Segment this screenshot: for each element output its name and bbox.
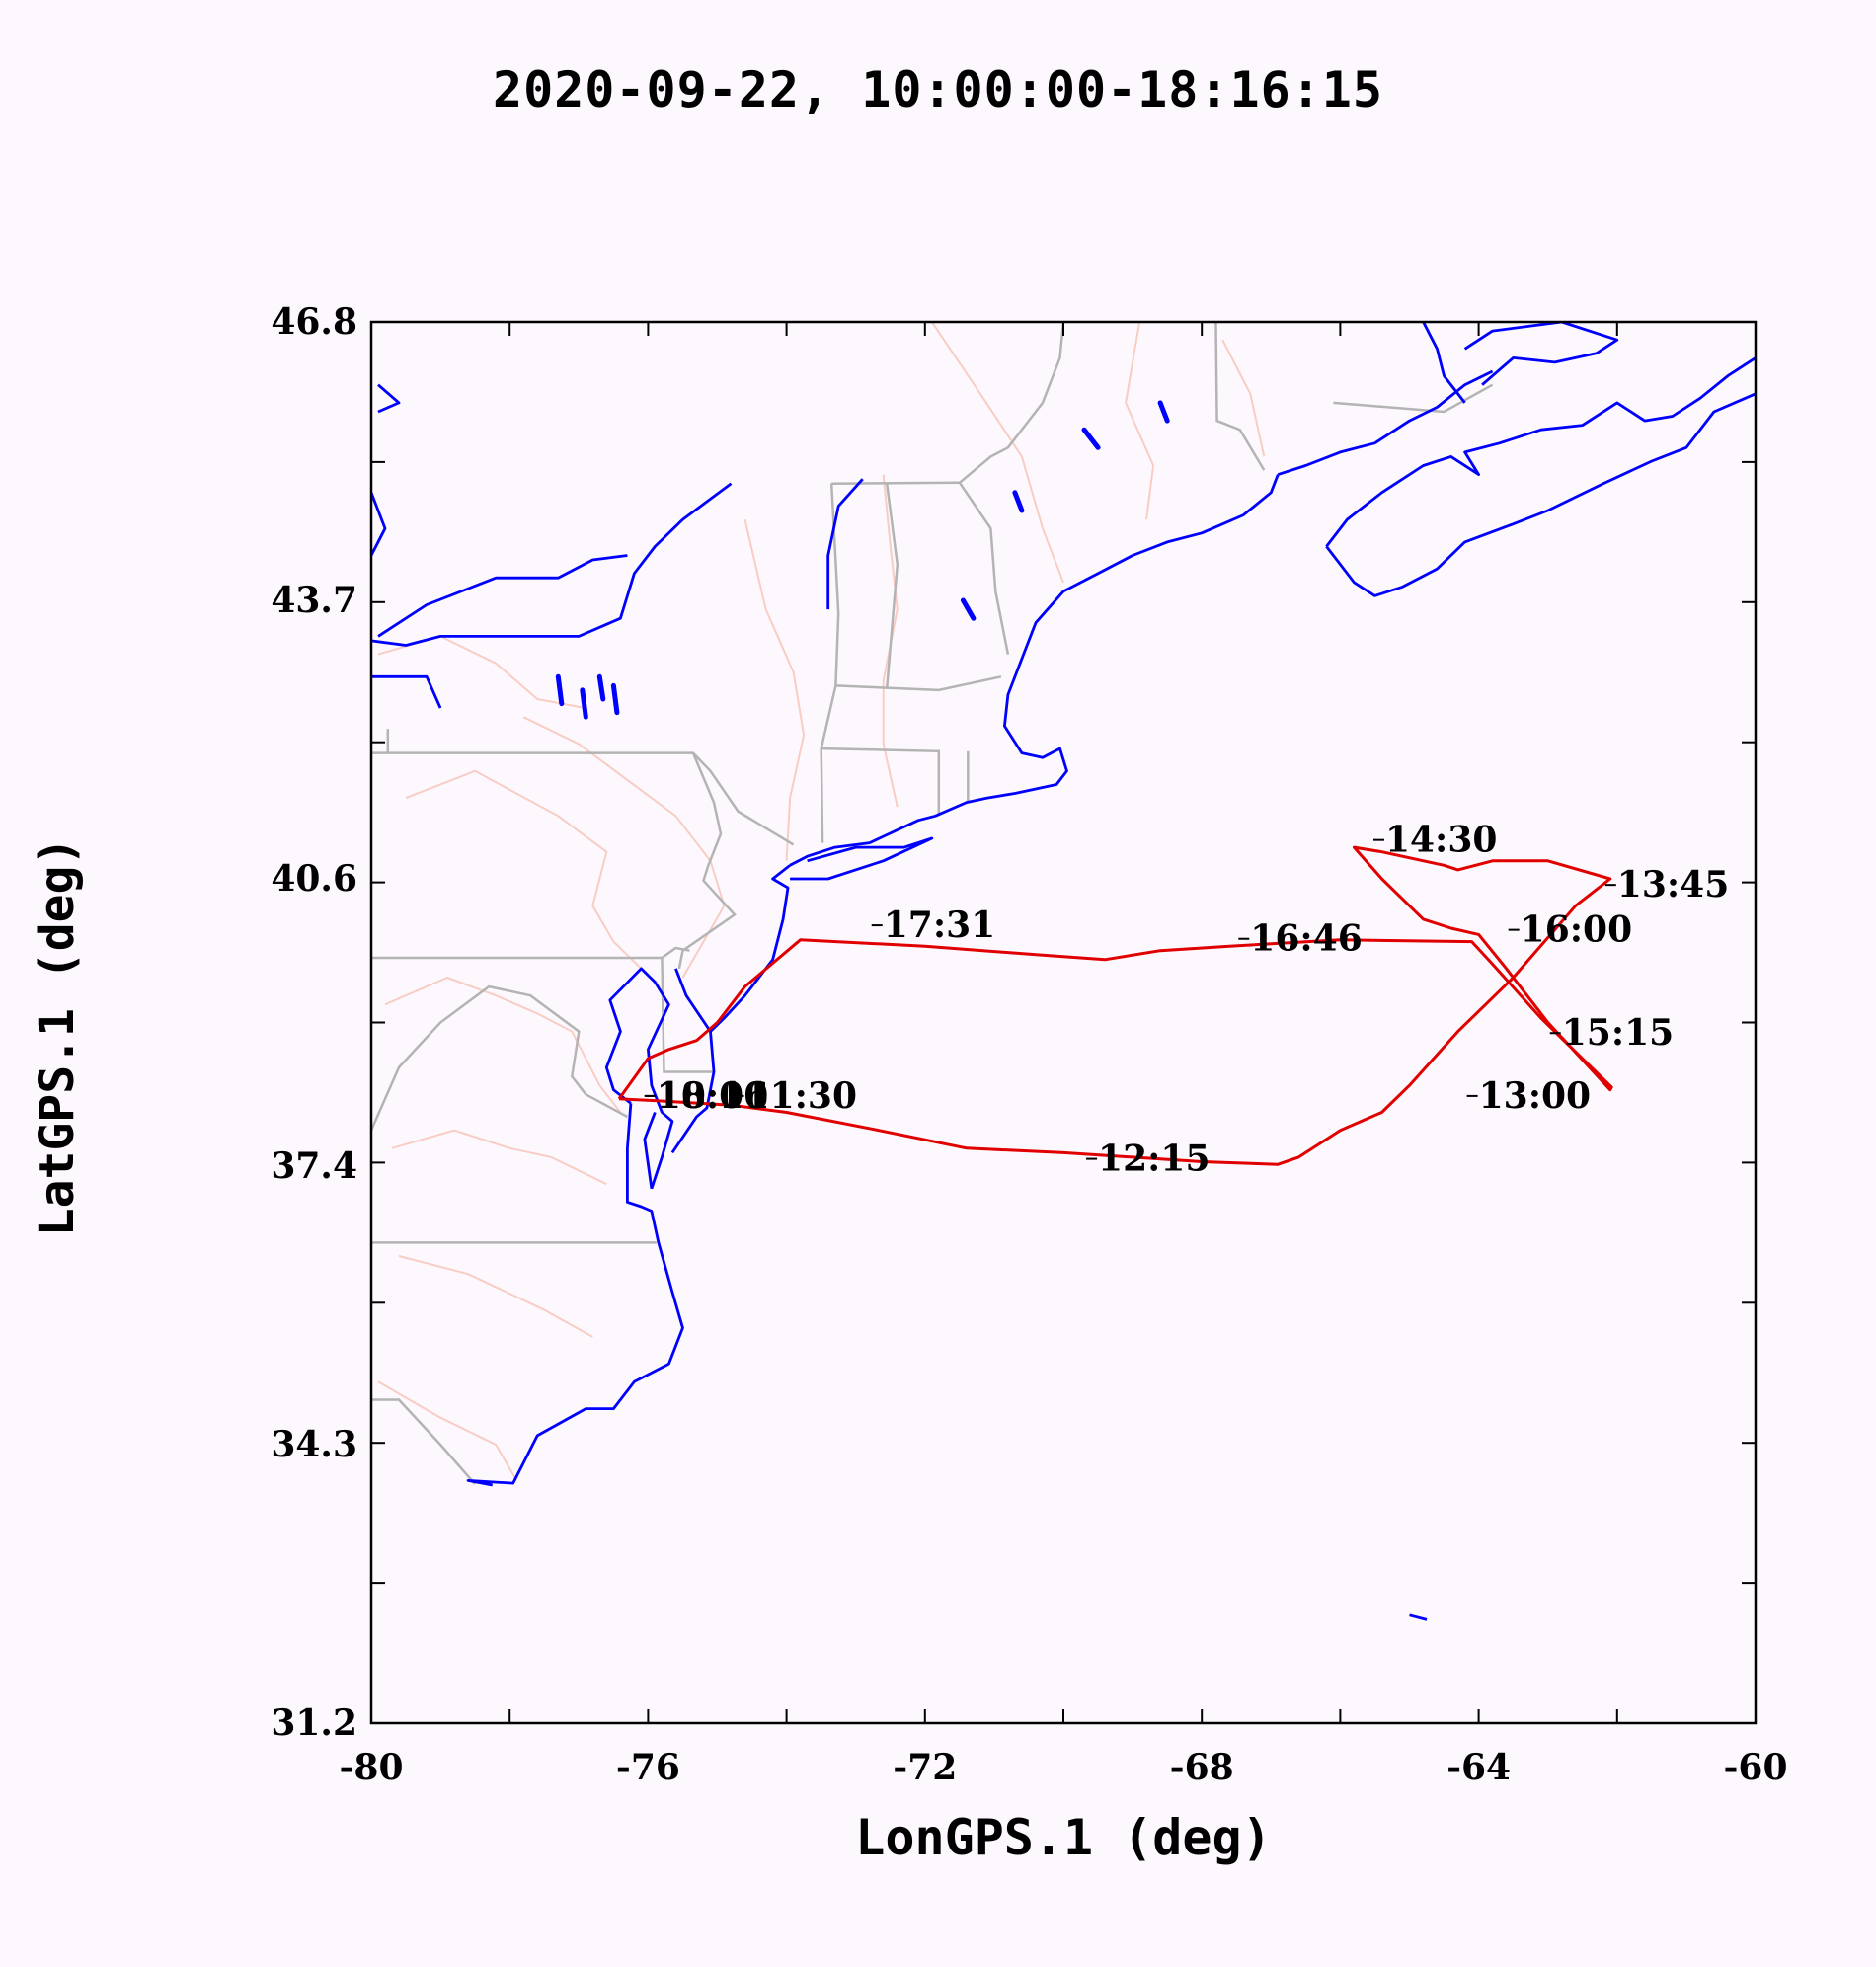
y-tick-label: 31.2 [271, 1702, 357, 1744]
x-axis-label: LonGPS.1 (deg) [855, 1809, 1272, 1866]
lake [580, 687, 588, 720]
y-tick-label: 43.7 [271, 580, 357, 621]
river-line [522, 716, 726, 979]
lake [960, 597, 977, 621]
chart-title: 2020-09-22, 10:00:00-18:16:15 [493, 61, 1383, 118]
x-tick-label: -68 [1170, 1747, 1234, 1788]
coastline [1463, 322, 1619, 386]
coastline [1422, 322, 1466, 404]
state-border [1333, 383, 1494, 414]
x-tick-label: -80 [339, 1747, 403, 1788]
river-line [743, 518, 806, 861]
x-tick-label: -72 [893, 1747, 957, 1788]
state-border [835, 675, 1002, 692]
time-label: 18:16 [657, 1075, 768, 1117]
state-border [371, 1398, 477, 1485]
x-tick-label: -60 [1723, 1747, 1787, 1788]
coastline [604, 967, 674, 1190]
y-tick-label: 40.6 [271, 858, 357, 900]
coastline [466, 1103, 684, 1487]
time-label: 17:31 [884, 905, 995, 946]
y-tick-label: 46.8 [271, 301, 357, 343]
coastline [790, 836, 934, 881]
time-label: 11:30 [745, 1075, 857, 1117]
river-line [405, 769, 643, 970]
coastline [371, 674, 442, 709]
coastline [670, 968, 716, 1154]
state-border [387, 751, 795, 846]
coastline [371, 492, 387, 557]
river-line [1125, 322, 1155, 520]
lake [1081, 427, 1101, 450]
state-border [831, 481, 960, 485]
x-tick-label: -64 [1446, 1747, 1511, 1788]
river-line [930, 322, 1064, 584]
time-label: 16:00 [1521, 909, 1632, 951]
coastline [377, 383, 401, 414]
time-label: 13:45 [1617, 864, 1729, 905]
state-border [885, 483, 899, 689]
time-label: 10:00 [657, 1075, 768, 1117]
state-border [677, 752, 737, 970]
river-line [398, 1255, 593, 1338]
coastline [1325, 392, 1756, 597]
river-line [377, 635, 586, 710]
state-border [371, 956, 714, 1073]
coastline [377, 554, 628, 638]
lake [610, 682, 620, 716]
river-line [391, 1129, 607, 1186]
state-border [661, 946, 690, 960]
river-line [1221, 339, 1266, 457]
state-border [821, 747, 941, 814]
x-tick-label: -76 [616, 1747, 680, 1788]
state-border [820, 483, 840, 843]
flight-track-line [617, 845, 1613, 1166]
state-border [371, 984, 628, 1132]
time-label: 14:30 [1385, 820, 1497, 861]
state-border [959, 322, 1065, 484]
state-border [371, 729, 390, 754]
lake [596, 673, 606, 702]
lake [1157, 400, 1170, 424]
coastline [1277, 369, 1494, 476]
coastline [643, 1111, 657, 1189]
coastline [371, 482, 733, 647]
river-line [384, 976, 622, 1114]
coastline [789, 474, 1280, 867]
lake [1012, 490, 1025, 513]
y-tick-label: 34.3 [271, 1424, 357, 1465]
coastline [1409, 1613, 1428, 1621]
coastline [826, 478, 864, 610]
coastline [1325, 356, 1756, 548]
state-border [958, 482, 1010, 655]
coastline [709, 864, 791, 1033]
time-label: 15:15 [1562, 1012, 1674, 1054]
time-label: 12:15 [1098, 1139, 1210, 1180]
time-label: 16:46 [1250, 918, 1362, 960]
y-tick-label: 37.4 [271, 1145, 357, 1187]
basemap-layer [371, 322, 1756, 1621]
lake [555, 673, 565, 707]
river-line [377, 1380, 518, 1481]
time-label: 13:00 [1479, 1075, 1591, 1117]
state-border [1214, 322, 1266, 471]
y-axis-label: LatGPS.1 (deg) [30, 836, 85, 1237]
